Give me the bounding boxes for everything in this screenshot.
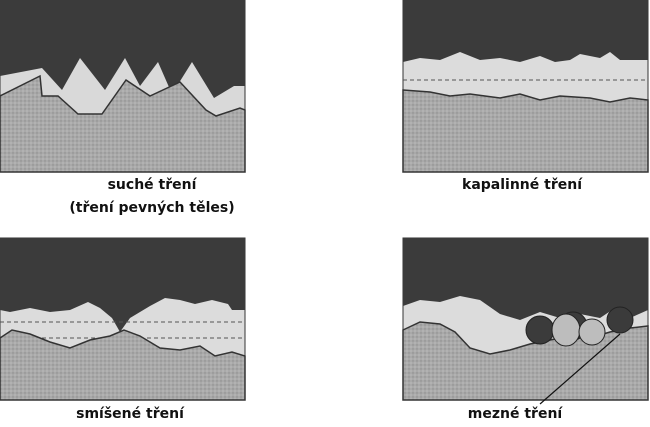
caption-line: kapalinné tření (462, 177, 582, 193)
caption-line: (tření pevných těles) (69, 200, 235, 216)
caption-line: suché tření (107, 177, 197, 193)
panel-fluid (402, 0, 649, 173)
caption-line: mezné tření (467, 406, 563, 422)
panel-mixed (0, 237, 246, 401)
caption: suché tření (tření pevných těles) (69, 174, 234, 220)
panel-dry (0, 0, 246, 173)
caption-line: smíšené tření (76, 406, 184, 422)
panel-boundary (402, 237, 649, 405)
caption: smíšené tření (76, 403, 184, 426)
caption: mezné tření (468, 403, 562, 426)
caption: kapalinné tření (462, 174, 582, 197)
